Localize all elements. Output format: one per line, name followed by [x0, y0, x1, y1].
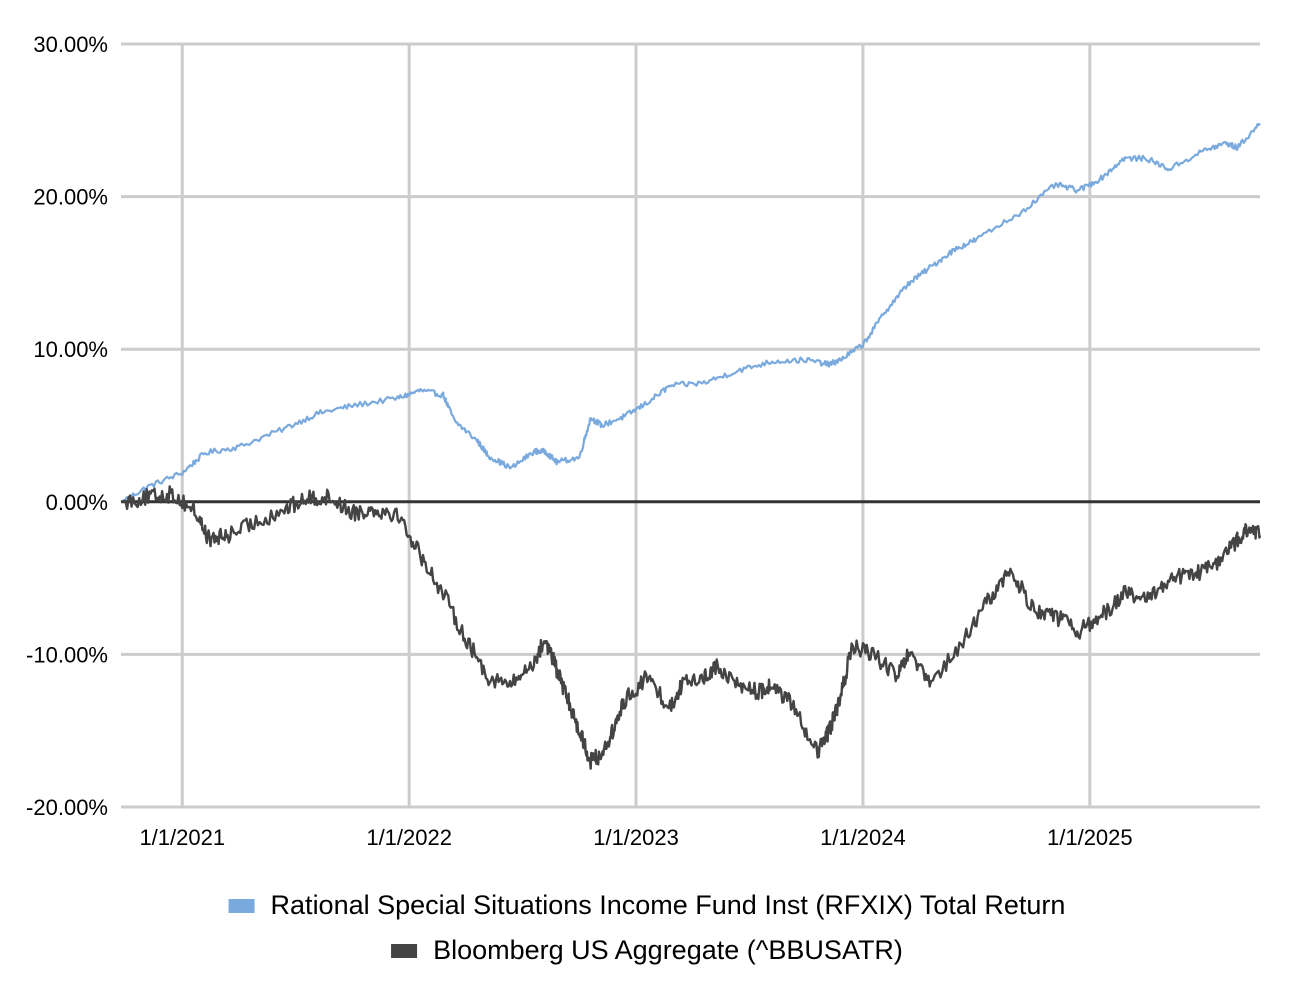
legend-swatch — [391, 944, 418, 958]
x-tick-label: 1/1/2021 — [139, 825, 225, 850]
x-tick-label: 1/1/2023 — [593, 825, 679, 850]
legend-label: Bloomberg US Aggregate (^BBUSATR) — [433, 935, 903, 965]
x-tick-label: 1/1/2022 — [366, 825, 452, 850]
legend-item: Bloomberg US Aggregate (^BBUSATR) — [391, 935, 903, 965]
legend-item: Rational Special Situations Income Fund … — [228, 890, 1066, 920]
legend-label: Rational Special Situations Income Fund … — [271, 890, 1066, 920]
y-tick-label: 20.00% — [33, 185, 108, 210]
x-tick-label: 1/1/2025 — [1047, 825, 1133, 850]
x-tick-label: 1/1/2024 — [820, 825, 906, 850]
y-tick-label: 0.00% — [46, 490, 108, 515]
y-tick-label: -20.00% — [26, 795, 108, 820]
series-line-bbusatr — [120, 485, 1262, 770]
series-line-rfxix — [120, 122, 1261, 503]
y-tick-label: -10.00% — [26, 642, 108, 667]
y-tick-label: 10.00% — [33, 337, 108, 362]
y-tick-label: 30.00% — [33, 32, 108, 57]
legend-swatch — [228, 899, 255, 913]
